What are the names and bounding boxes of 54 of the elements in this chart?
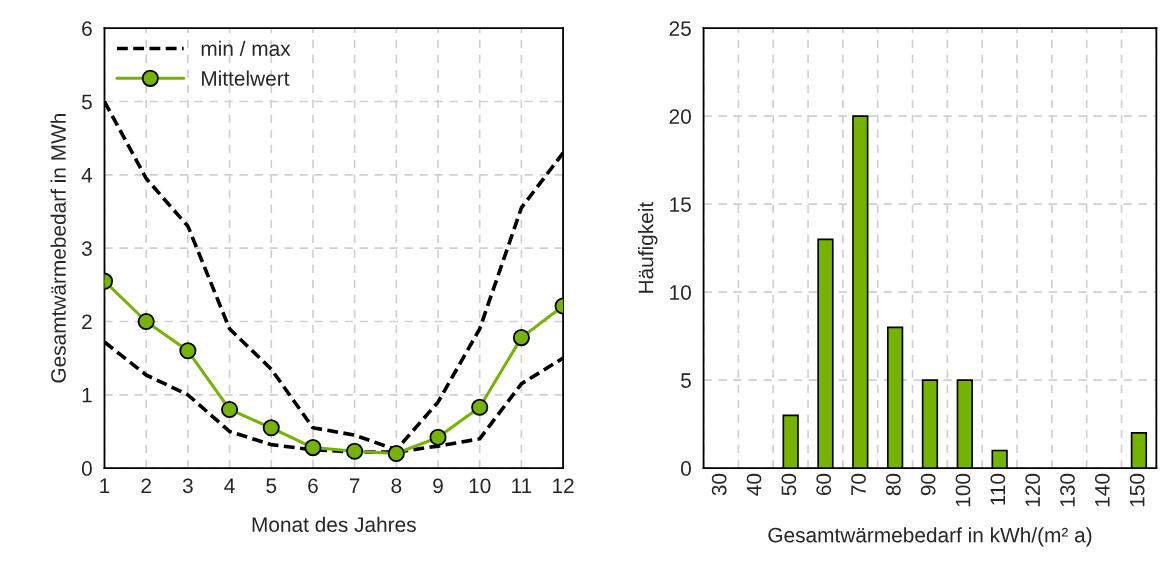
x-axis-title: Gesamtwärmebedarf in kWh/(m² a) <box>768 527 1092 547</box>
point <box>346 442 364 460</box>
point <box>429 428 447 446</box>
x-tick-label: 140 <box>1094 473 1110 507</box>
legend-label: min / max <box>201 40 291 56</box>
x-tick-label: 70 <box>851 473 866 496</box>
legend-label: Mittelwert <box>202 70 290 86</box>
x-tick-label: 120 <box>1025 473 1041 507</box>
x-tick-label: 5 <box>266 478 277 494</box>
x-tick-label: 7 <box>349 478 360 493</box>
x-tick-label: 40 <box>746 473 762 496</box>
x-tick-label: 3 <box>182 478 193 494</box>
x-tick-label: 6 <box>308 478 318 494</box>
point <box>137 312 155 331</box>
point <box>179 342 197 360</box>
y-tick-label: 20 <box>669 109 691 124</box>
x-tick-label: 130 <box>1060 473 1075 507</box>
y-tick-label: 6 <box>82 21 92 36</box>
x-tick-label: 100 <box>955 473 971 507</box>
x-tick-label: 8 <box>391 478 402 494</box>
x-tick-label: 150 <box>1129 473 1145 507</box>
point <box>304 439 322 457</box>
point <box>262 419 280 437</box>
x-tick-label: 90 <box>920 473 936 496</box>
x-tick-label: 80 <box>885 473 901 496</box>
x-tick-label: 60 <box>816 473 832 496</box>
y-tick-label: 25 <box>669 21 691 36</box>
y-tick-label: 15 <box>670 197 691 212</box>
x-tick-label: 12 <box>553 478 574 493</box>
y-tick-label: 5 <box>81 94 92 110</box>
x-tick-label: 4 <box>224 478 235 493</box>
x-tick-label: 1 <box>100 478 110 493</box>
y-axis-title: Gesamtwärmebedarf in MWh <box>50 114 66 383</box>
y-tick-label: 3 <box>81 241 92 256</box>
x-tick-label: 30 <box>711 473 727 496</box>
y-tick-label: 2 <box>82 314 92 330</box>
x-axis-title: Monat des Jahres <box>252 516 416 533</box>
y-tick-label: 1 <box>82 388 92 403</box>
y-tick-label: 0 <box>81 461 92 476</box>
point <box>512 329 530 347</box>
x-tick-label: 10 <box>469 478 491 494</box>
y-tick-label: 10 <box>670 285 691 300</box>
point <box>387 444 405 462</box>
x-tick-label: 9 <box>433 478 443 494</box>
x-tick-label: 50 <box>781 473 797 496</box>
y-axis-title: Häufigkeit <box>638 201 658 293</box>
y-tick-label: 5 <box>681 373 691 388</box>
y-tick-label: 0 <box>680 461 691 476</box>
point <box>221 400 239 419</box>
x-tick-label: 2 <box>141 478 151 493</box>
x-tick-label: 11 <box>512 478 532 493</box>
point <box>471 398 489 416</box>
y-tick-label: 4 <box>81 168 93 183</box>
x-tick-label: 110 <box>990 473 1006 505</box>
